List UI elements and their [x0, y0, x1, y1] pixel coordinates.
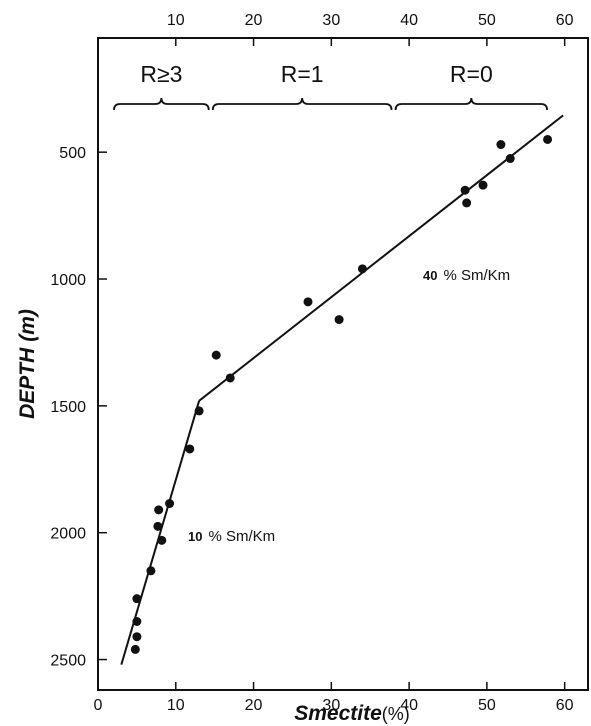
annotation-lower: 10 % Sm/Km [188, 528, 275, 545]
x-tick-label-top: 30 [322, 12, 340, 29]
data-point [165, 499, 175, 509]
data-point [460, 185, 470, 195]
data-point [194, 406, 204, 416]
x-tick-label-bottom: 50 [478, 697, 496, 714]
data-point [132, 617, 142, 627]
region-brackets: R≥3 R=1 R=0 [113, 61, 549, 111]
annotation-lower-text: % Sm/Km [208, 528, 275, 545]
x-axis-unit: (%) [382, 704, 410, 724]
data-point [154, 505, 164, 515]
region-label: R=1 [281, 61, 324, 87]
region-label: R=0 [450, 61, 493, 87]
data-point [132, 594, 142, 604]
annotation-upper-text: % Sm/Km [443, 267, 510, 284]
data-points [130, 134, 553, 654]
y-axis-unit: (m) [16, 309, 39, 342]
x-tick-label-top: 50 [478, 12, 496, 29]
region-label: R≥3 [140, 61, 182, 87]
fit-lines [120, 114, 564, 665]
data-point [462, 198, 472, 208]
x-tick-label-top: 60 [556, 12, 574, 29]
x-tick-label-top: 20 [245, 12, 263, 29]
y-tick-label: 500 [59, 145, 86, 162]
x-axis-label: Smectite [294, 702, 382, 725]
y-axis-title: DEPTH (m) [16, 309, 39, 419]
x-tick-label-bottom: 60 [556, 697, 574, 714]
data-point [357, 264, 367, 274]
y-axis-label: DEPTH [16, 347, 39, 419]
data-point [334, 315, 344, 325]
region-bracket [211, 97, 393, 111]
y-tick-label: 1000 [50, 272, 86, 289]
x-tick-label-bottom: 20 [245, 697, 263, 714]
x-tick-label-bottom: 0 [94, 697, 103, 714]
region-bracket [394, 97, 549, 111]
y-axis: 500 1000 1500 2000 2500 [50, 145, 107, 670]
plot-frame [97, 37, 589, 691]
data-point [185, 444, 195, 454]
data-point [211, 350, 221, 360]
data-point [146, 566, 156, 576]
y-tick-label: 2000 [50, 526, 86, 543]
data-point [496, 140, 506, 150]
x-axis-bottom: 0 10 20 30 40 50 60 [94, 682, 574, 714]
fit-line [198, 114, 564, 402]
data-point [132, 632, 142, 642]
annotation-upper: 40 % Sm/Km [423, 267, 510, 284]
region-bracket [113, 97, 210, 111]
data-point [303, 297, 313, 307]
x-axis-title: Smectite(%) [294, 702, 410, 725]
x-tick-label-top: 10 [167, 12, 185, 29]
data-point [478, 180, 488, 190]
y-tick-label: 1500 [50, 399, 86, 416]
data-point [505, 154, 515, 164]
x-tick-label-bottom: 10 [167, 697, 185, 714]
x-tick-label-top: 40 [400, 12, 418, 29]
data-point [130, 644, 140, 654]
annotation-lower-number: 10 [188, 529, 202, 544]
x-axis-top: 10 20 30 40 50 60 [167, 12, 574, 46]
annotation-upper-number: 40 [423, 268, 437, 283]
data-point [225, 373, 235, 383]
x-tick-label-bottom: 40 [400, 697, 418, 714]
y-tick-label: 2500 [50, 653, 86, 670]
data-point [543, 134, 553, 144]
x-tick-label-bottom: 30 [322, 697, 340, 714]
data-point [153, 521, 163, 531]
data-point [157, 535, 167, 545]
